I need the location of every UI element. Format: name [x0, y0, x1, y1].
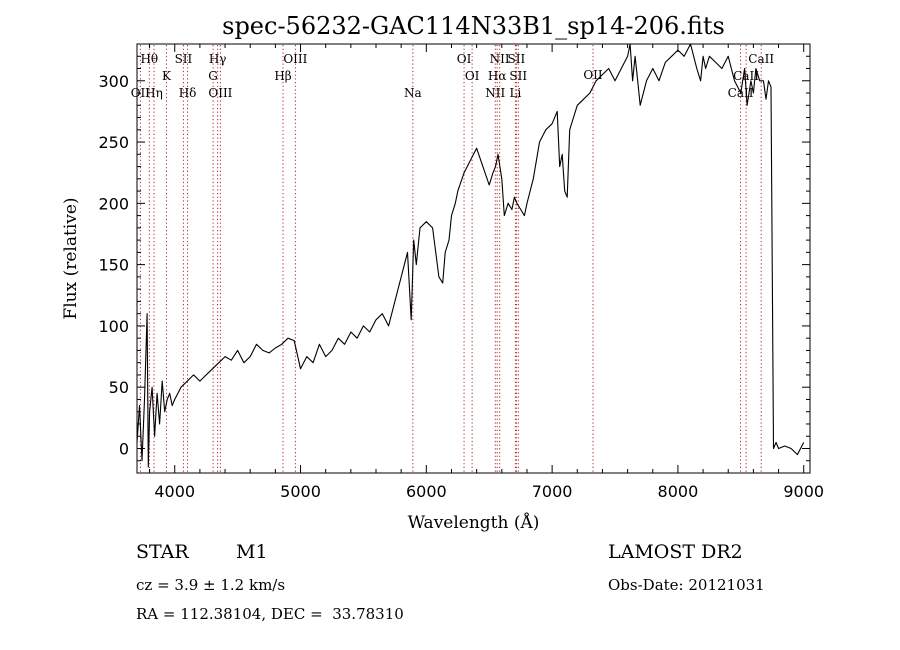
- spectral-line-label: Na: [404, 86, 422, 100]
- spectrum-line: [136, 43, 805, 468]
- chart-title: spec-56232-GAC114N33B1_sp14-206.fits: [222, 12, 725, 40]
- observation-date: Obs-Date: 20121031: [608, 576, 765, 594]
- plot-frame: [136, 43, 811, 474]
- spectral-line-label: Hη: [145, 86, 163, 100]
- x-tick-label: 6000: [406, 482, 447, 501]
- spectral-line-label: OIII: [283, 52, 307, 66]
- spectral-line-label: OIII: [208, 86, 232, 100]
- survey-name: LAMOST DR2: [608, 541, 743, 563]
- y-tick-label: 100: [98, 317, 129, 336]
- object-type: STAR: [136, 541, 189, 563]
- spectral-line-label: NII: [490, 52, 510, 66]
- y-axis-label: Flux (relative): [61, 197, 81, 319]
- redshift-velocity: cz = 3.9 ± 1.2 km/s: [136, 576, 286, 594]
- x-axis-label: Wavelength (Å): [408, 512, 540, 533]
- y-tick-label: 50: [109, 378, 129, 397]
- spectral-line-label: Hδ: [179, 86, 197, 100]
- spectral-line-label: OI: [465, 69, 480, 83]
- object-subclass: M1: [236, 541, 268, 563]
- spectral-line-label: SII: [509, 69, 527, 83]
- spectral-line-label: Hα: [488, 69, 507, 83]
- spectral-line-label: Li: [509, 86, 521, 100]
- x-tick-label: 8000: [658, 482, 699, 501]
- y-tick-label: 200: [98, 194, 129, 213]
- spectral-line-label: OII: [131, 86, 151, 100]
- spectral-line-label: Hγ: [209, 52, 227, 66]
- spectral-line-label: CaII: [733, 69, 759, 83]
- coordinates: RA = 112.38104, DEC = 33.78310: [136, 605, 404, 623]
- spectral-line-label: NII: [485, 86, 505, 100]
- spectral-line-label: Hθ: [140, 52, 158, 66]
- spectral-line-label: OII: [583, 68, 603, 82]
- spectral-line-label: OI: [457, 52, 472, 66]
- spectral-line-label: CaII: [748, 52, 774, 66]
- y-tick-label: 300: [98, 72, 129, 91]
- y-tick-label: 250: [98, 133, 129, 152]
- y-tick-label: 150: [98, 256, 129, 275]
- spectral-line-label: SII: [508, 52, 526, 66]
- x-tick-label: 5000: [280, 482, 321, 501]
- spectral-line-label: SII: [175, 52, 193, 66]
- x-tick-label: 9000: [783, 482, 824, 501]
- y-tick-label: 0: [119, 439, 129, 458]
- spectral-line-label: Hβ: [274, 69, 291, 83]
- spectral-line-label: CaII: [728, 86, 754, 100]
- spectrum-chart: 4000 5000 6000 7000 8000 9000 0 50 100 150 200 250 3…: [61, 12, 824, 533]
- spectral-line-label: G: [208, 69, 218, 83]
- x-tick-label: 7000: [532, 482, 573, 501]
- x-tick-label: 4000: [154, 482, 195, 501]
- spectral-line-label: K: [162, 69, 172, 83]
